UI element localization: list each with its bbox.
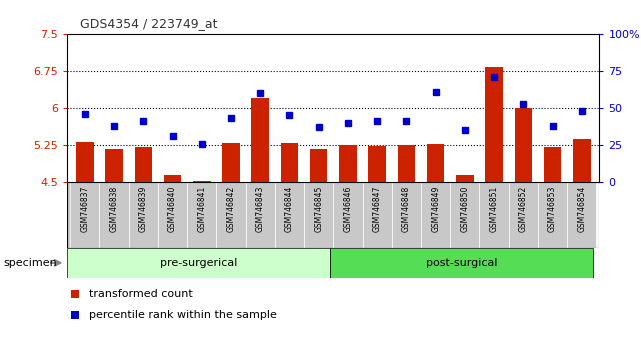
Text: pre-surgerical: pre-surgerical — [160, 258, 238, 268]
Bar — [135, 147, 152, 182]
Bar — [333, 182, 363, 248]
Bar — [544, 147, 562, 182]
Bar — [509, 182, 538, 248]
Bar — [363, 182, 392, 248]
Bar — [515, 108, 532, 182]
Bar — [217, 182, 246, 248]
Bar — [99, 182, 129, 248]
Text: GSM746844: GSM746844 — [285, 185, 294, 232]
Bar — [246, 182, 275, 248]
Bar — [330, 248, 594, 278]
Bar — [158, 182, 187, 248]
Bar — [456, 175, 474, 182]
Bar — [339, 145, 356, 182]
Text: GSM746847: GSM746847 — [372, 185, 381, 232]
Text: GSM746840: GSM746840 — [168, 185, 177, 232]
Text: GSM746842: GSM746842 — [226, 185, 235, 232]
Bar — [485, 67, 503, 182]
Text: GSM746845: GSM746845 — [314, 185, 323, 232]
Bar — [427, 144, 444, 182]
Bar — [76, 142, 94, 182]
Bar — [251, 98, 269, 182]
Bar — [281, 143, 298, 182]
Bar — [397, 145, 415, 182]
Text: GSM746849: GSM746849 — [431, 185, 440, 232]
Text: GSM746839: GSM746839 — [139, 185, 148, 232]
Bar — [187, 182, 217, 248]
Text: GSM746843: GSM746843 — [256, 185, 265, 232]
Text: GSM746838: GSM746838 — [110, 185, 119, 232]
Text: GSM746852: GSM746852 — [519, 185, 528, 232]
Text: GSM746853: GSM746853 — [548, 185, 557, 232]
Bar — [71, 182, 99, 248]
Bar — [163, 175, 181, 182]
Bar — [573, 139, 590, 182]
Bar — [392, 182, 421, 248]
Text: transformed count: transformed count — [88, 289, 192, 299]
Bar — [369, 146, 386, 182]
Bar — [105, 149, 123, 182]
Text: GDS4354 / 223749_at: GDS4354 / 223749_at — [80, 17, 218, 30]
Bar — [479, 182, 509, 248]
Text: GSM746854: GSM746854 — [578, 185, 587, 232]
Bar — [538, 182, 567, 248]
Bar — [421, 182, 450, 248]
Bar — [129, 182, 158, 248]
Bar — [275, 182, 304, 248]
Text: GSM746837: GSM746837 — [80, 185, 89, 232]
Bar — [310, 149, 328, 182]
Text: GSM746851: GSM746851 — [490, 185, 499, 232]
Bar — [450, 182, 479, 248]
Text: post-surgical: post-surgical — [426, 258, 497, 268]
Bar — [567, 182, 596, 248]
Bar — [193, 181, 210, 182]
Text: GSM746850: GSM746850 — [460, 185, 469, 232]
Bar — [304, 182, 333, 248]
Text: specimen: specimen — [3, 258, 57, 268]
Bar — [222, 143, 240, 182]
Text: percentile rank within the sample: percentile rank within the sample — [88, 309, 276, 320]
Text: GSM746848: GSM746848 — [402, 185, 411, 232]
Text: GSM746841: GSM746841 — [197, 185, 206, 232]
Bar — [67, 248, 330, 278]
Text: GSM746846: GSM746846 — [344, 185, 353, 232]
